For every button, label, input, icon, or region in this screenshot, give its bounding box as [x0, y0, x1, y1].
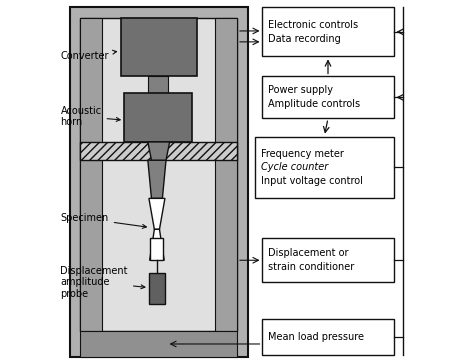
Bar	[149, 273, 165, 304]
Text: Frequency meter: Frequency meter	[261, 149, 344, 159]
Bar	[81, 331, 237, 357]
Bar	[120, 18, 197, 76]
Bar	[81, 18, 237, 331]
Bar	[148, 76, 168, 93]
Bar	[150, 238, 164, 260]
Text: Amplitude controls: Amplitude controls	[268, 99, 360, 109]
Text: Displacement or: Displacement or	[268, 248, 348, 258]
Bar	[263, 7, 393, 56]
Bar	[70, 7, 248, 357]
Bar	[215, 18, 237, 331]
Text: Mean load pressure: Mean load pressure	[268, 332, 364, 342]
Bar	[255, 136, 393, 198]
Text: Electronic controls: Electronic controls	[268, 20, 358, 30]
Text: Acoustic
horn: Acoustic horn	[61, 106, 120, 127]
Polygon shape	[148, 142, 170, 160]
Bar	[124, 93, 191, 142]
Polygon shape	[149, 198, 165, 229]
Bar	[81, 142, 237, 160]
Bar	[263, 76, 393, 118]
Text: Specimen: Specimen	[61, 213, 146, 228]
Polygon shape	[148, 160, 166, 198]
Text: Cycle counter: Cycle counter	[261, 162, 328, 173]
Polygon shape	[150, 229, 164, 260]
Text: Input voltage control: Input voltage control	[261, 176, 363, 186]
Bar	[263, 318, 393, 355]
Bar	[81, 18, 102, 331]
Bar	[263, 238, 393, 282]
Text: Displacement
amplitude
probe: Displacement amplitude probe	[61, 265, 145, 299]
Text: Power supply: Power supply	[268, 86, 333, 95]
Text: strain conditioner: strain conditioner	[268, 262, 354, 272]
Text: Converter: Converter	[61, 50, 117, 62]
Text: Data recording: Data recording	[268, 34, 341, 44]
